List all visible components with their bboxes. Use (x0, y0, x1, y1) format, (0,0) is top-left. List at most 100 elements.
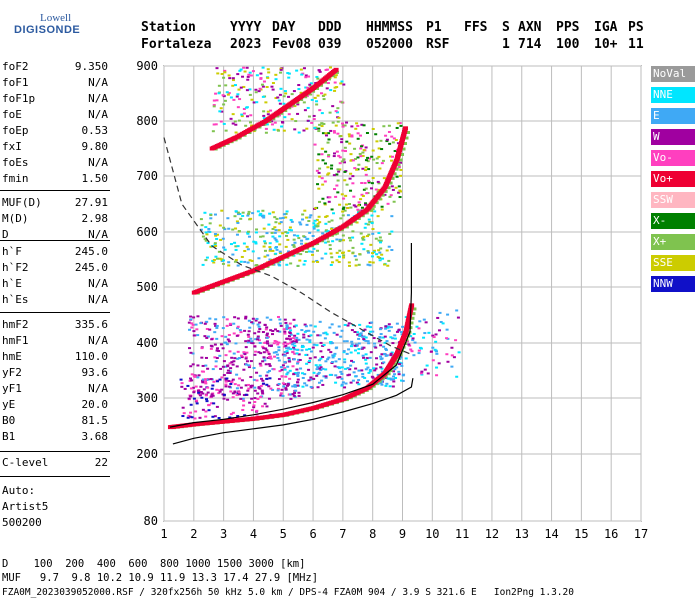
echo-dot-w (263, 323, 267, 326)
echo-dot-2hop (330, 256, 334, 259)
echo-dot-3hop (324, 78, 328, 81)
param-row-hf: h`F 245.0 (2, 245, 108, 261)
echo-dot-2hop (278, 252, 282, 255)
echo-dot-w (246, 341, 250, 344)
echo-dot-3hop (250, 98, 254, 101)
echo-dot-e (299, 367, 303, 370)
trace-point-vo-plus (250, 126, 256, 131)
echo-dot-w (249, 386, 253, 389)
echo-dot-3hop (317, 69, 321, 72)
trace-point-vo-plus (366, 205, 372, 210)
echo-dot-3hop (272, 128, 276, 131)
echo-dot-2hop-upper (399, 174, 403, 177)
trace-point-vo-plus (238, 273, 244, 278)
echo-dot-2hop (324, 229, 328, 232)
echo-dot-e (295, 339, 299, 342)
echo-dot-w (251, 322, 255, 325)
echo-dot-w (281, 353, 285, 356)
echo-dot-2hop-upper (341, 207, 345, 210)
echo-dot-2hop (372, 251, 376, 254)
echo-dot-w (269, 357, 273, 360)
echo-dot-2hop-upper (373, 195, 377, 198)
trace-point-x-plus (361, 214, 365, 218)
echo-dot-2hop-upper (348, 135, 352, 138)
trace-point-vo-plus (359, 211, 365, 216)
echo-dot-nne (435, 350, 439, 353)
echo-dot-w (229, 386, 233, 389)
echo-dot-e (369, 326, 373, 329)
echo-dot-2hop-upper (332, 174, 336, 177)
trace-point-vo-plus (235, 134, 241, 139)
trace-point-vo-plus (394, 352, 400, 356)
echo-dot-e (300, 346, 304, 349)
legend-item-nnw: NNW (651, 276, 695, 292)
echo-dot-2hop (234, 210, 238, 213)
echo-dot-w (222, 397, 226, 400)
param-row-fof1: foF1 N/A (2, 76, 108, 92)
echo-dot-2hop (326, 230, 330, 233)
trace-point-vo-plus (396, 348, 402, 353)
echo-dot-3hop (252, 130, 256, 133)
echo-dot-3hop (215, 67, 219, 70)
hdr1-field-1: YYYY (230, 20, 262, 35)
trace-point-x-plus (271, 262, 275, 266)
echo-dot-2hop (315, 218, 319, 221)
echo-dot-e (283, 368, 287, 371)
trace-point-x-plus (365, 211, 369, 215)
trace-point-vo-plus (261, 263, 267, 268)
echo-dot-nnw (237, 390, 241, 393)
echo-dot-w (289, 342, 293, 345)
echo-dot-w (235, 373, 239, 376)
echo-dot-e (322, 344, 326, 347)
echo-dot-w (189, 377, 193, 380)
trace-point-vo-plus (258, 121, 264, 126)
trace-point-vo-plus (401, 131, 407, 136)
echo-dot-e (303, 373, 307, 376)
echo-dot-2hop (300, 239, 304, 242)
trace-point-vo-plus (264, 414, 270, 419)
echo-dot-2hop (298, 221, 302, 224)
param-row-foep: foEp 0.53 (2, 124, 108, 140)
echo-dot-2hop (310, 250, 314, 253)
echo-dot-2hop (213, 233, 217, 236)
echo-dot-e (291, 385, 295, 388)
echo-dot-w (190, 326, 194, 329)
trace-point-vo-plus (391, 356, 397, 361)
trace-point-vo-plus (215, 144, 220, 149)
param-name: hmE (2, 350, 22, 363)
echo-dot-w (215, 347, 219, 350)
echo-dot-e (334, 360, 338, 363)
echo-dot-2hop (339, 238, 343, 241)
echo-dot-2hop (289, 229, 293, 232)
echo-dot-nnw (236, 392, 240, 395)
trace-point-x-plus (402, 147, 406, 151)
echo-dot-2hop-upper (383, 183, 387, 186)
trace-point-vo-plus (246, 417, 252, 422)
echo-dot-w (243, 329, 247, 332)
trace-point-vo-plus (212, 145, 218, 150)
echo-dot-w (269, 329, 273, 332)
trace-point-vo-plus (291, 410, 297, 415)
echo-dot-2hop (303, 236, 307, 239)
trace-point-vo-plus (348, 218, 354, 223)
trace-point-x-plus (340, 228, 344, 232)
trace-point-vo-plus (248, 127, 254, 132)
muf-dashed-curve (163, 137, 414, 356)
echo-dot-2hop (330, 227, 334, 230)
trace-point-x-plus (409, 326, 413, 330)
param-row-ye: yE 20.0 (2, 398, 108, 414)
echo-dot-3hop (245, 66, 249, 69)
legend-item-x: X- (651, 213, 695, 229)
echo-dot-2hop (254, 264, 258, 267)
echo-dot-2hop (298, 259, 302, 262)
param-row-foes: foEs N/A (2, 156, 108, 172)
param-value: N/A (88, 334, 108, 347)
echo-dot-e (380, 353, 384, 356)
echo-dot-2hop-upper (397, 155, 401, 158)
trace-point-vo-plus (233, 275, 239, 280)
echo-dot-2hop (366, 223, 370, 226)
param-name: fmin (2, 172, 29, 185)
trace-point-vo-plus (259, 264, 265, 269)
echo-dot-e (379, 327, 383, 330)
trace-point-vo-plus (170, 424, 176, 429)
